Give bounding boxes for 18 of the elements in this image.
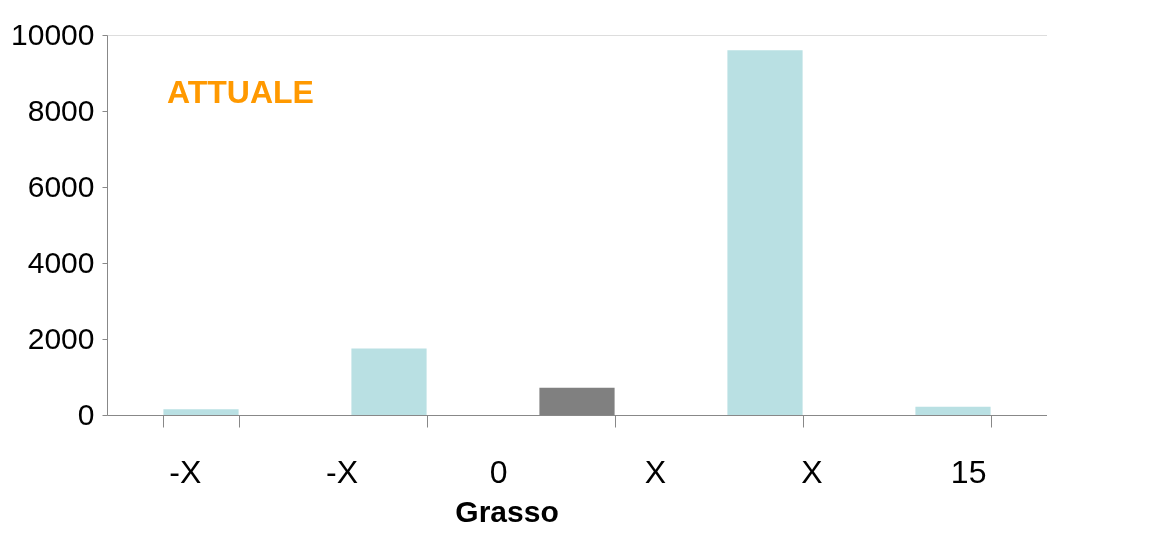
- text: ATTUALE: [167, 74, 314, 110]
- text: -X: [326, 454, 358, 490]
- y-tick-label: 2000: [27, 321, 95, 355]
- text: X: [644, 454, 667, 490]
- text: 15: [950, 454, 987, 490]
- text: 0: [489, 454, 508, 490]
- bar: [351, 348, 427, 415]
- bar: [163, 409, 239, 415]
- y-tick-label: 4000: [27, 245, 95, 279]
- text: -X: [169, 454, 202, 490]
- x-axis-title: Grasso: [455, 495, 559, 528]
- y-tick-label: 10000: [11, 17, 95, 51]
- y-tick-label: 8000: [27, 93, 95, 127]
- text: X: [801, 454, 823, 490]
- bar: [727, 50, 803, 415]
- bar: [915, 406, 991, 415]
- y-tick-label: 6000: [27, 169, 95, 203]
- y-tick-label: 0: [77, 397, 95, 431]
